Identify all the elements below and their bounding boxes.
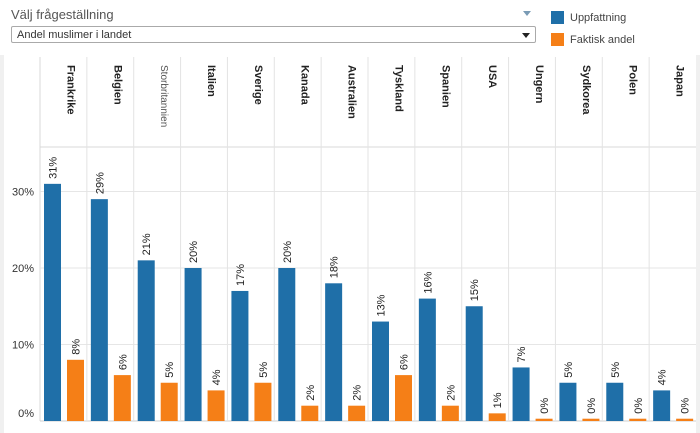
category-label: Sydkorea bbox=[580, 65, 592, 115]
y-tick-label: 10% bbox=[12, 340, 34, 352]
data-label: 15% bbox=[469, 279, 481, 301]
category-label: Kanada bbox=[299, 65, 311, 106]
data-label: 4% bbox=[657, 369, 669, 385]
data-label: 16% bbox=[422, 271, 434, 293]
bar-perceived bbox=[325, 283, 343, 421]
category-label: Storbritannien bbox=[158, 65, 169, 127]
right-frame-strip bbox=[696, 55, 700, 433]
category-label: Japan bbox=[674, 65, 686, 97]
data-label: 6% bbox=[117, 354, 129, 370]
selector-menu-caret-icon[interactable] bbox=[523, 11, 531, 16]
bar-perceived bbox=[559, 382, 577, 421]
bar-perceived bbox=[653, 390, 671, 421]
bar-actual bbox=[676, 418, 694, 421]
data-label: 21% bbox=[141, 233, 153, 255]
data-label: 2% bbox=[305, 385, 317, 401]
category-label: Ungern bbox=[533, 65, 545, 104]
bar-actual bbox=[113, 375, 131, 421]
question-selector-title: Välj frågeställning bbox=[11, 7, 114, 22]
bar-perceived bbox=[90, 199, 108, 421]
data-label: 18% bbox=[329, 256, 341, 278]
category-label: USA bbox=[486, 65, 498, 88]
category-label: Belgien bbox=[111, 65, 123, 105]
bar-chart: 0% 10% 20% 30% Frankrike 31% 8% Belgien 29% 6% Sto… bbox=[12, 57, 696, 422]
legend-label-actual: Faktisk andel bbox=[570, 34, 635, 46]
data-label: 6% bbox=[399, 354, 411, 370]
data-label: 20% bbox=[282, 241, 294, 263]
bar-actual bbox=[348, 405, 366, 421]
data-label: 4% bbox=[211, 369, 223, 385]
data-label: 0% bbox=[539, 398, 551, 414]
category-label: Italien bbox=[205, 65, 217, 97]
bar-actual bbox=[395, 375, 412, 421]
bar-perceived bbox=[465, 306, 483, 421]
category-label: Australien bbox=[346, 65, 358, 119]
bar-perceived bbox=[418, 298, 436, 421]
data-label: 0% bbox=[633, 398, 645, 414]
data-label: 1% bbox=[492, 392, 504, 408]
data-label: 29% bbox=[94, 172, 106, 194]
question-dropdown-value: Andel muslimer i landet bbox=[17, 29, 132, 41]
bar-actual bbox=[488, 413, 506, 421]
bar-actual bbox=[207, 390, 225, 421]
left-frame-strip bbox=[0, 55, 4, 433]
bar-actual bbox=[160, 382, 178, 421]
bar-perceived bbox=[184, 268, 202, 421]
bar-perceived bbox=[137, 260, 155, 421]
bar-perceived bbox=[512, 367, 530, 421]
category-label: Spanien bbox=[439, 65, 451, 108]
bar-actual bbox=[67, 359, 84, 421]
data-label: 2% bbox=[352, 385, 364, 401]
y-tick-label: 20% bbox=[12, 263, 34, 275]
y-tick-label: 0% bbox=[18, 408, 34, 420]
bar-perceived bbox=[278, 268, 296, 421]
y-tick-label: 30% bbox=[12, 187, 34, 199]
category-label: Tyskland bbox=[392, 65, 404, 112]
bar-perceived bbox=[606, 382, 624, 421]
legend-swatch-actual bbox=[551, 33, 564, 46]
category-label: Sverige bbox=[252, 65, 264, 105]
bar-actual bbox=[582, 418, 600, 421]
data-label: 20% bbox=[188, 241, 200, 263]
bar-perceived bbox=[231, 290, 249, 421]
bar-actual bbox=[629, 418, 647, 421]
data-label: 5% bbox=[164, 362, 176, 378]
data-label: 5% bbox=[563, 362, 575, 378]
data-label: 5% bbox=[610, 362, 622, 378]
data-label: 5% bbox=[258, 362, 270, 378]
bar-actual bbox=[254, 382, 272, 421]
bar-actual bbox=[301, 405, 319, 421]
data-label: 0% bbox=[586, 398, 598, 414]
data-label: 7% bbox=[516, 346, 528, 362]
bar-actual bbox=[441, 405, 459, 421]
data-label: 0% bbox=[680, 398, 692, 414]
legend-label-perceived: Uppfattning bbox=[570, 12, 627, 24]
data-label: 17% bbox=[235, 264, 247, 286]
category-label: Frankrike bbox=[64, 65, 76, 115]
question-dropdown[interactable]: Andel muslimer i landet bbox=[11, 26, 536, 43]
data-label: 31% bbox=[48, 157, 60, 179]
bar-actual bbox=[535, 418, 553, 421]
legend-swatch-perceived bbox=[551, 11, 564, 24]
data-label: 8% bbox=[71, 339, 83, 355]
data-label: 13% bbox=[376, 294, 388, 316]
data-label: 2% bbox=[445, 385, 457, 401]
dropdown-arrow-icon bbox=[522, 33, 530, 38]
category-label: Polen bbox=[627, 65, 639, 95]
bar-perceived bbox=[372, 321, 389, 421]
bar-perceived bbox=[44, 183, 61, 421]
